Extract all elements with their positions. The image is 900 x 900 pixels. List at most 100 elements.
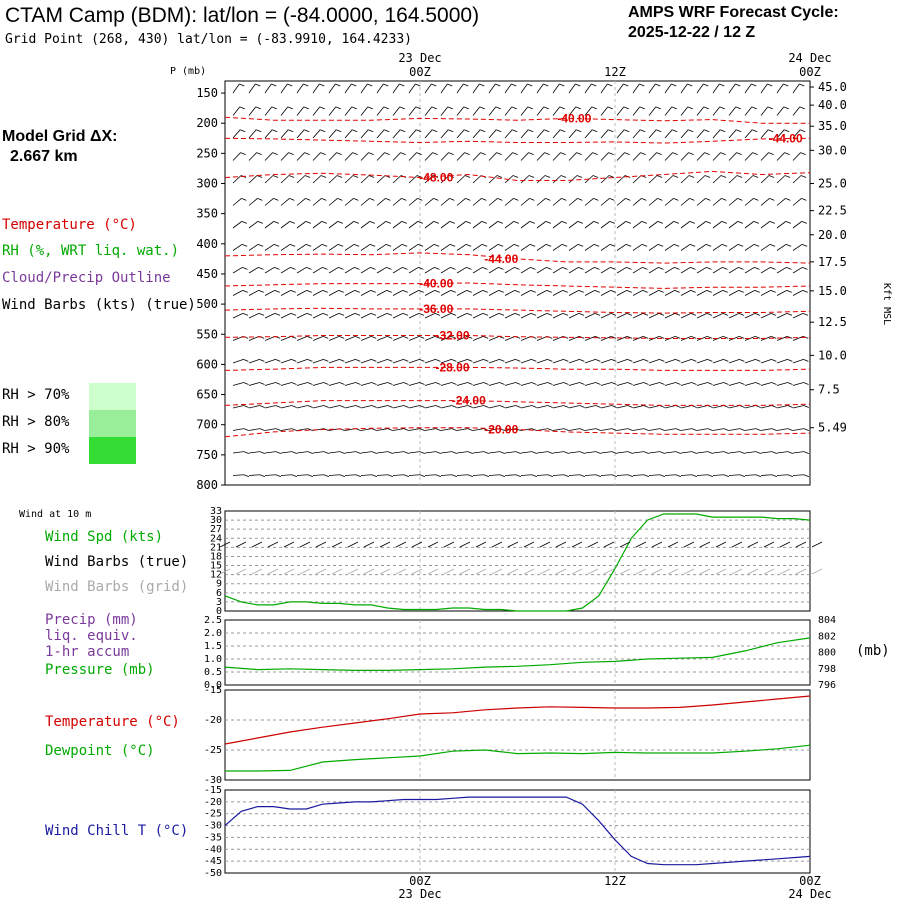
wind-barb	[536, 312, 548, 319]
wind-barb-flag	[307, 405, 313, 408]
wind-barb-flag	[321, 198, 327, 201]
wind-barb	[408, 198, 418, 206]
wind-barb-flag	[291, 405, 297, 408]
wind-barb	[360, 152, 369, 161]
wind-barb	[760, 152, 769, 161]
wind-barb	[472, 221, 483, 229]
wind-chill-panel-ytick-label: -20	[204, 797, 222, 808]
wind-barb-flag	[367, 83, 373, 87]
wind-barb-flag	[784, 129, 790, 133]
wind-barb-flag	[451, 359, 457, 362]
wind-barb-flag	[383, 106, 389, 110]
wind-barb-flag	[483, 451, 490, 455]
wind-barb	[280, 175, 290, 184]
wind-barb-flag	[531, 451, 538, 455]
wind-barb	[328, 312, 340, 319]
wind-barb-flag	[739, 428, 745, 431]
time-top-label: 12Z	[604, 65, 626, 79]
wind-barb-flag	[431, 106, 437, 110]
wind-barb-flag	[723, 428, 729, 431]
wind-10m-barb-grid	[491, 568, 503, 575]
wind-barb	[648, 312, 660, 319]
wind-barb-flag	[399, 106, 405, 110]
wind-barb-flag	[739, 382, 745, 385]
wind-barb-flag	[530, 312, 537, 316]
wind-barb	[360, 175, 370, 184]
wind-barb	[440, 152, 449, 161]
wind-barb-flag	[770, 266, 776, 270]
wind-barb	[536, 152, 545, 161]
wind-barb-flag	[786, 312, 793, 316]
wind-barb-flag	[451, 451, 458, 455]
wind-barb-flag	[419, 451, 426, 455]
wind-barb-flag	[643, 451, 650, 455]
wind-barb-flag	[322, 289, 328, 293]
wind-barb-flag	[754, 312, 761, 316]
rh80-swatch	[89, 410, 136, 437]
wind-barb-flag	[387, 474, 394, 478]
wind-barb-flag	[305, 243, 312, 247]
wind-barb	[408, 266, 419, 274]
wind-barb	[744, 175, 754, 184]
wind-barb-flag	[771, 405, 777, 408]
wind-barb	[488, 83, 496, 94]
pressure-tick-label: 250	[196, 146, 218, 160]
wind-barb	[360, 359, 372, 364]
wind-10m-barb-grid	[731, 568, 743, 575]
wind-barb-flag	[465, 198, 471, 201]
wind-barb	[456, 221, 467, 229]
wind-barb-flag	[290, 266, 296, 270]
wind-barb	[472, 451, 484, 454]
wind-barb-flag	[578, 266, 584, 270]
wind-barb-flag	[419, 382, 425, 385]
wind-barb-flag	[514, 289, 520, 293]
wind-barb	[504, 198, 514, 206]
wind-10m-barb-grid	[427, 568, 439, 575]
wind-barb-flag	[367, 106, 373, 110]
wind-barb-flag	[466, 312, 473, 316]
wind-barb-flag	[707, 451, 714, 455]
wind-barb-flag	[481, 221, 487, 224]
wind-barb	[392, 405, 404, 409]
wind-barb-flag	[385, 198, 391, 201]
wind-barb	[488, 198, 498, 206]
wind-barb	[232, 221, 243, 229]
wind-barb	[344, 405, 356, 409]
wind-10m-barb-grid	[411, 568, 423, 575]
wind-barb-flag	[371, 336, 377, 339]
wind-barb-flag	[451, 336, 457, 339]
wind-barb	[712, 198, 722, 206]
wind-barb	[232, 198, 242, 206]
wind-barb-flag	[320, 175, 327, 178]
wind-barb	[312, 474, 325, 476]
wind-barb	[632, 221, 643, 229]
wind-barb	[456, 83, 464, 94]
wind-barb-flag	[289, 243, 296, 247]
wind-barb	[376, 451, 388, 454]
wind-barb	[744, 382, 756, 386]
wind-barb	[648, 474, 661, 476]
wind-barb	[440, 405, 452, 409]
wind-barb-flag	[547, 405, 553, 408]
wind-barb	[312, 266, 323, 274]
wind-barb	[456, 336, 468, 341]
wind-barb	[536, 175, 546, 184]
wind-chill-panel-ytick-label: -40	[204, 844, 222, 855]
wind-barb-flag	[687, 83, 693, 87]
wind-barb	[264, 289, 275, 296]
wind-barb-flag	[592, 175, 599, 178]
wind-barb-flag	[307, 359, 313, 362]
wind-barb-flag	[595, 382, 601, 385]
wind-barb	[312, 129, 321, 139]
wind-10m-barb-grid	[299, 568, 311, 575]
wind-10m-barb-grid	[619, 568, 631, 575]
wind-barb-flag	[655, 83, 661, 87]
wind-barb-flag	[579, 451, 586, 455]
wind-barb	[408, 474, 421, 476]
wind-barb-flag	[242, 266, 248, 270]
wind-barb	[248, 244, 259, 251]
temperature-contour-label: -24.00	[452, 394, 486, 408]
wind-barb-flag	[464, 152, 470, 155]
wind-chill-panel-frame	[224, 789, 811, 874]
wind-barb-flag	[592, 129, 598, 133]
